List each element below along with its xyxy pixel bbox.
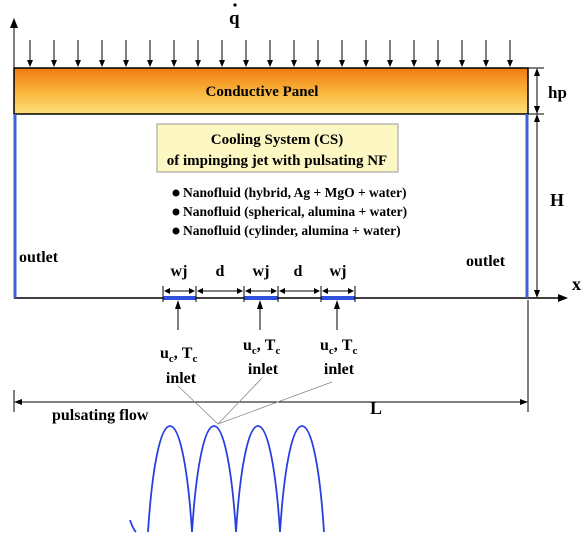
- inlet-arrows: [175, 300, 340, 330]
- pulsating-pointer-lines: [177, 377, 333, 425]
- system-box-line1: Cooling System (CS): [211, 132, 344, 148]
- wj-label-1: wj: [171, 263, 188, 280]
- d-label-1: d: [216, 263, 225, 280]
- wj-label-3: wj: [330, 263, 347, 280]
- heat-flux-arrow: [363, 40, 369, 67]
- svg-text:uc,Tc: uc, Tc: [160, 345, 197, 365]
- heat-flux-arrow: [339, 40, 345, 67]
- nanofluid-item: Nanofluid (cylinder, alumina + water): [183, 223, 401, 238]
- heat-flux-arrows: [27, 40, 513, 67]
- nanofluid-bullet: [172, 208, 180, 216]
- nanofluid-bullet: [172, 189, 180, 197]
- system-box: [156, 123, 399, 173]
- heat-flux-arrow: [75, 40, 81, 67]
- heat-flux-arrow: [195, 40, 201, 67]
- heat-flux-arrow: [291, 40, 297, 67]
- panel-label: Conductive Panel: [206, 84, 319, 100]
- nanofluid-bullet: [172, 227, 180, 235]
- heat-flux-arrow: [243, 40, 249, 67]
- inlet-label-3: inlet: [324, 361, 355, 378]
- outlet-label-left: outlet: [19, 249, 59, 266]
- inlet-condition-2: uc, Tc inlet: [243, 337, 280, 378]
- pulsating-wave: [129, 425, 325, 533]
- length-dimension: [13, 300, 529, 412]
- heat-flux-arrow: [411, 40, 417, 67]
- wj-label-2: wj: [253, 263, 270, 280]
- heat-flux-arrow: [435, 40, 441, 67]
- x-axis-label: x: [572, 274, 581, 294]
- d-label-2: d: [294, 263, 303, 280]
- x-axis: [14, 294, 568, 302]
- inlet-condition-1: uc, Tc inlet: [160, 345, 197, 387]
- heat-flux-arrow: [171, 40, 177, 67]
- inlet-label-1: inlet: [166, 370, 197, 387]
- cavity-height-label: H: [550, 190, 564, 210]
- system-box-line2: of impinging jet with pulsating NF: [167, 153, 387, 169]
- nanofluid-list: Nanofluid (hybrid, Ag + MgO + water) Nan…: [172, 185, 407, 238]
- nanofluid-item: Nanofluid (hybrid, Ag + MgO + water): [183, 185, 407, 200]
- length-label: L: [370, 398, 382, 418]
- heat-flux-arrow: [27, 40, 33, 67]
- hp-label: hp: [548, 83, 567, 102]
- svg-text:uc,Tc: uc, Tc: [320, 337, 357, 357]
- heat-flux-arrow: [123, 40, 129, 67]
- conductive-panel: [13, 67, 529, 115]
- heat-flux-arrow: [459, 40, 465, 67]
- heat-flux-label: q: [229, 8, 240, 29]
- heat-flux-arrow: [483, 40, 489, 67]
- heat-flux-arrow: [219, 40, 225, 67]
- heat-flux-arrow: [51, 40, 57, 67]
- heat-flux-dot: [233, 3, 237, 7]
- nanofluid-item: Nanofluid (spherical, alumina + water): [183, 204, 407, 219]
- heat-flux-arrow: [387, 40, 393, 67]
- heat-flux-arrow: [267, 40, 273, 67]
- heat-flux-arrow: [315, 40, 321, 67]
- heat-flux-arrow: [507, 40, 513, 67]
- inlet-condition-3: uc, Tc inlet: [320, 337, 357, 378]
- outlet-label-right: outlet: [466, 253, 506, 270]
- svg-text:uc,Tc: uc, Tc: [243, 337, 280, 357]
- inlet-label-2: inlet: [248, 361, 279, 378]
- hp-dimension: [528, 67, 544, 299]
- heat-flux-arrow: [147, 40, 153, 67]
- pulsating-label: pulsating flow: [52, 407, 149, 424]
- heat-flux-arrow: [99, 40, 105, 67]
- jet-dimensions: [162, 286, 356, 302]
